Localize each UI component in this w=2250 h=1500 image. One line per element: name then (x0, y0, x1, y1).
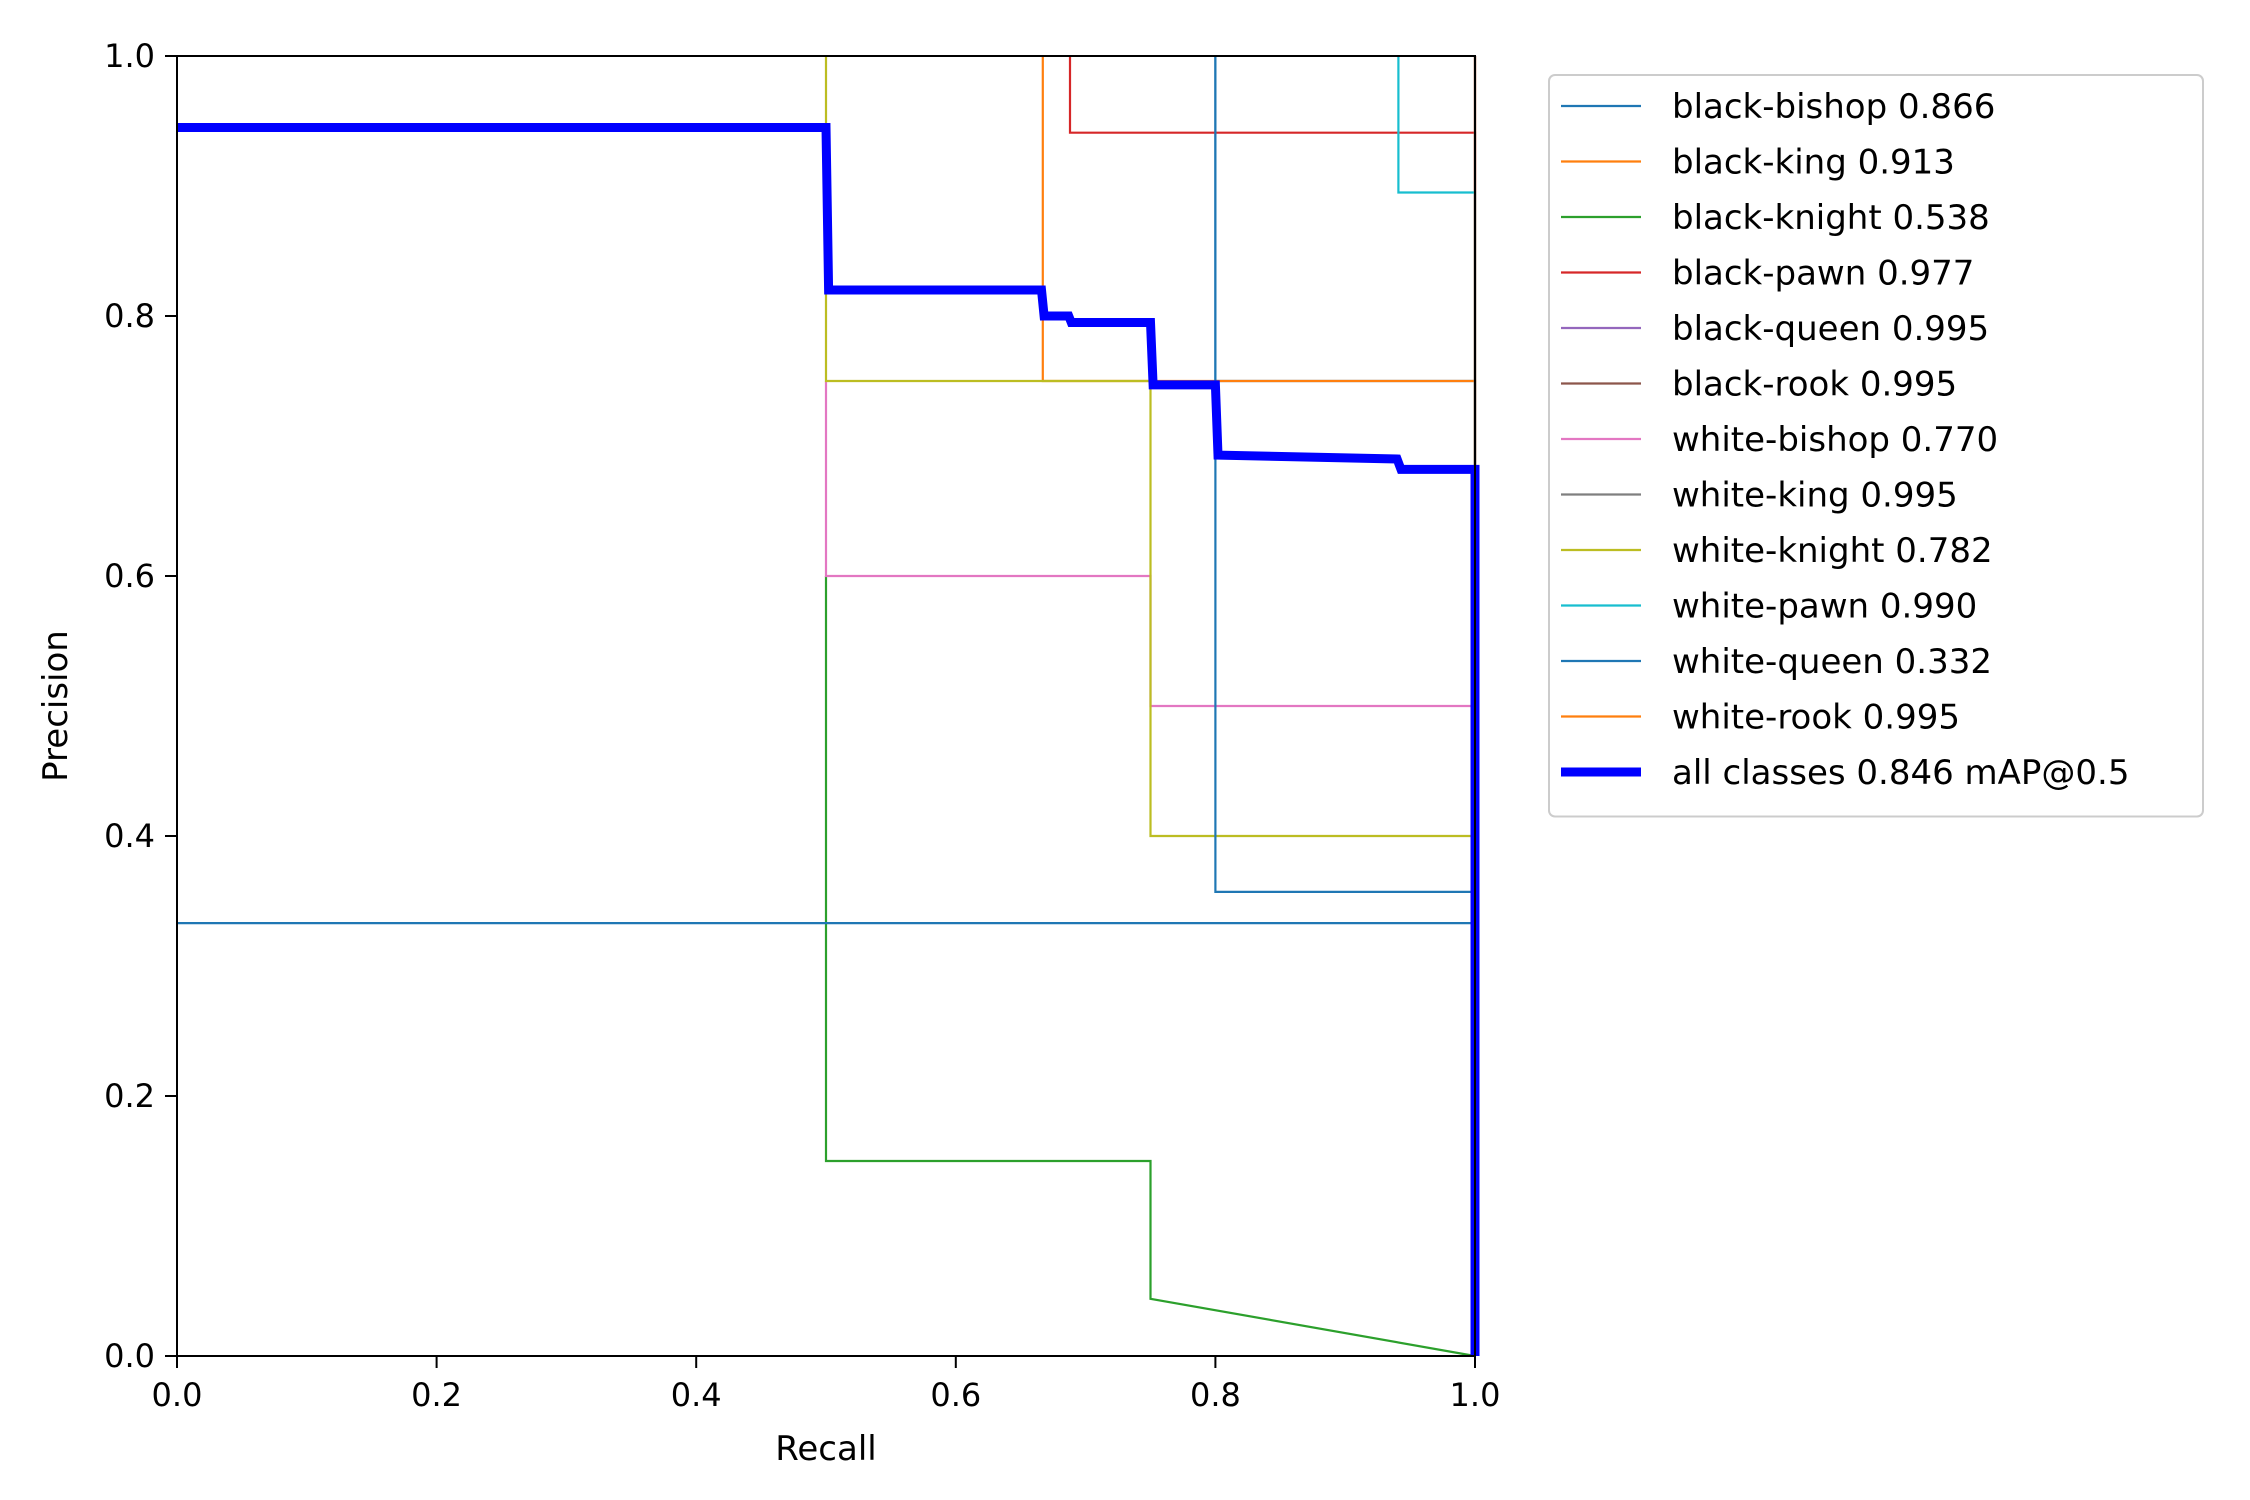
legend-label: black-king 0.913 (1672, 143, 1955, 183)
legend-label: black-queen 0.995 (1672, 309, 1989, 349)
plot-frame (176, 55, 1476, 1357)
legend-label: white-pawn 0.990 (1672, 587, 1977, 627)
x-axis-ticks: 0.0 0.2 0.4 0.6 0.8 1.0 (152, 1356, 1501, 1414)
y-axis-ticks: 0.0 0.2 0.4 0.6 0.8 1.0 (104, 37, 177, 1375)
legend-box (1548, 74, 2204, 818)
legend-label: white-knight 0.782 (1672, 531, 1993, 571)
x-tick-label: 0.8 (1190, 1376, 1241, 1414)
y-tick-label: 0.4 (104, 817, 155, 855)
legend-label: white-king 0.995 (1672, 476, 1958, 516)
series-line-3 (824, 576, 1476, 1358)
y-tick-label: 0.2 (104, 1077, 155, 1115)
series-line-13 (177, 123, 1480, 1356)
x-axis-label: Recall (775, 1429, 876, 1469)
legend-label: white-queen 0.332 (1672, 642, 1992, 682)
plot-lines (177, 56, 1480, 1358)
x-tick-label: 0.2 (411, 1376, 462, 1414)
legend-label: white-bishop 0.770 (1672, 420, 1998, 460)
x-tick-label: 1.0 (1450, 1376, 1501, 1414)
y-tick-label: 1.0 (104, 37, 155, 75)
y-tick-label: 0.0 (104, 1337, 155, 1375)
x-tick-label: 0.0 (152, 1376, 203, 1414)
legend-label: black-bishop 0.866 (1672, 87, 1995, 127)
y-axis-label: Precision (36, 630, 76, 782)
y-tick-label: 0.8 (104, 297, 155, 335)
legend: black-bishop 0.866 black-king 0.913 black-… (1548, 74, 2204, 818)
legend-label: white-rook 0.995 (1672, 698, 1960, 738)
x-tick-label: 0.4 (671, 1376, 722, 1414)
legend-label: all classes 0.846 mAP@0.5 (1672, 753, 2129, 793)
legend-label: black-knight 0.538 (1672, 198, 1990, 238)
legend-label: black-rook 0.995 (1672, 365, 1957, 405)
legend-label: black-pawn 0.977 (1672, 254, 1974, 294)
x-tick-label: 0.6 (930, 1376, 981, 1414)
y-tick-label: 0.6 (104, 557, 155, 595)
